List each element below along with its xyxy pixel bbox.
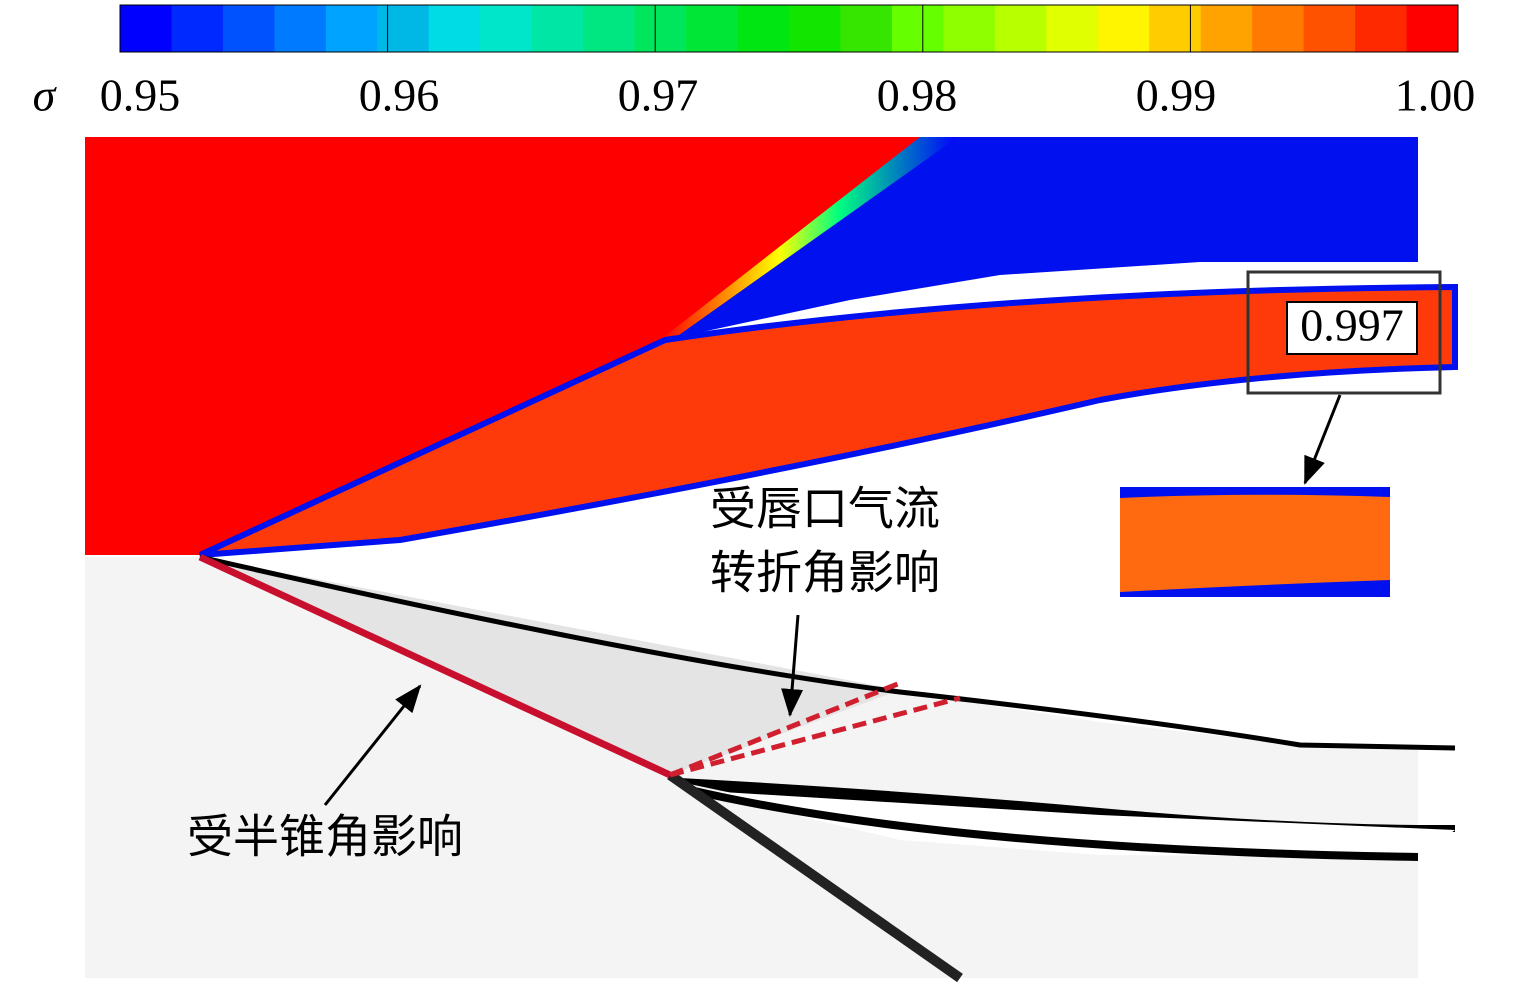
colorbar-band xyxy=(480,5,533,52)
colorbar-tick-label: 0.98 xyxy=(877,70,958,121)
compressed-stream xyxy=(198,283,1458,558)
contour-field xyxy=(85,137,1458,558)
colorbar-band xyxy=(583,5,636,52)
colorbar-band xyxy=(891,5,944,52)
inset-value: 0.997 xyxy=(1300,300,1404,351)
freestream-region xyxy=(85,137,940,555)
colorbar: 0.95 0.96 0.97 0.98 0.99 1.00 xyxy=(100,4,1476,121)
arrow xyxy=(781,614,804,717)
colorbar-tick-label: 0.99 xyxy=(1136,70,1217,121)
colorbar-band xyxy=(274,5,327,52)
colorbar-band xyxy=(325,5,378,52)
inset-stream xyxy=(1120,494,1390,592)
shock xyxy=(660,137,958,340)
colorbar-band xyxy=(943,5,996,52)
colorbar-band xyxy=(686,5,739,52)
arrow xyxy=(323,684,422,806)
colorbar-band xyxy=(1355,5,1408,52)
colorbar-band xyxy=(222,5,275,52)
colorbar-band xyxy=(1200,5,1253,52)
colorbar-band xyxy=(1252,5,1305,52)
annotation: 受半锥角影响 xyxy=(187,810,463,864)
wall xyxy=(689,786,1419,861)
colorbar-tick-label: 1.00 xyxy=(1395,70,1476,121)
colorbar-symbol: σ xyxy=(33,70,58,121)
colorbar-tick-label: 0.95 xyxy=(100,70,181,121)
colorbar-band xyxy=(120,5,172,52)
colorbar-band xyxy=(531,5,584,52)
colorbar-tick-label: 0.96 xyxy=(359,70,440,121)
blank xyxy=(200,557,1516,745)
annotation: 转折角影响 xyxy=(710,546,940,600)
colorbar-band xyxy=(428,5,481,52)
inset-frame xyxy=(1246,270,1442,395)
colorbar-tick-label: 0.97 xyxy=(618,70,699,121)
shock-line xyxy=(667,770,963,983)
colorbar-band xyxy=(1046,5,1099,52)
colorbar-band xyxy=(1097,5,1150,52)
annotation: 受唇口气流 xyxy=(710,482,940,536)
shade xyxy=(200,557,900,775)
cowl-line xyxy=(199,554,1456,751)
colorbar-band xyxy=(840,5,893,52)
dashed-line xyxy=(669,695,961,778)
colorbar-band xyxy=(171,5,224,52)
colorbar-band xyxy=(737,5,790,52)
schlieren-field xyxy=(85,553,1516,983)
colorbar-band xyxy=(1406,5,1459,52)
colorbar-band xyxy=(789,5,841,52)
cone-line xyxy=(198,553,672,779)
arrow xyxy=(1303,394,1342,485)
channel xyxy=(690,790,1455,857)
colorbar-band xyxy=(1303,5,1356,52)
colorbar-band xyxy=(377,5,430,52)
value-box xyxy=(1286,301,1418,355)
colorbar-band xyxy=(1149,5,1202,52)
colorbar-band xyxy=(994,5,1047,52)
blue-region xyxy=(665,137,1418,340)
colorbar-band xyxy=(634,5,687,52)
